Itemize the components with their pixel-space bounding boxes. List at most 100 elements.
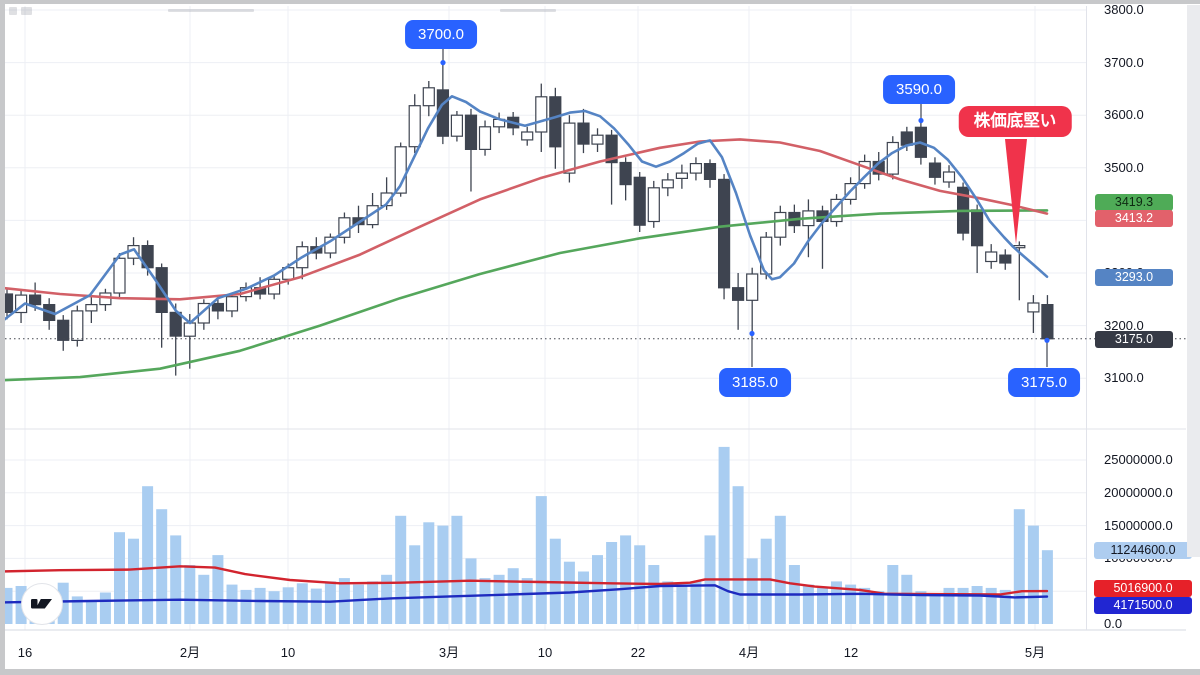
volume-bar[interactable] bbox=[985, 587, 997, 624]
volume-bar[interactable] bbox=[662, 581, 674, 624]
candle[interactable] bbox=[619, 157, 632, 201]
volume-bar[interactable] bbox=[1041, 550, 1053, 624]
volume-bar[interactable] bbox=[929, 594, 941, 625]
volume-bar[interactable] bbox=[310, 588, 322, 624]
candle[interactable] bbox=[197, 299, 210, 330]
volume-bar[interactable] bbox=[676, 584, 688, 624]
candle[interactable] bbox=[647, 180, 660, 228]
volume-bar[interactable] bbox=[746, 558, 758, 624]
volume-bar[interactable] bbox=[732, 486, 744, 624]
volume-bar[interactable] bbox=[57, 582, 69, 624]
candle[interactable] bbox=[746, 267, 759, 334]
volume-bar[interactable] bbox=[999, 589, 1011, 624]
candle[interactable] bbox=[970, 204, 984, 273]
volume-bar[interactable] bbox=[507, 568, 519, 624]
candle[interactable] bbox=[830, 194, 843, 227]
volume-bar[interactable] bbox=[493, 574, 505, 624]
volume-bar[interactable] bbox=[859, 587, 871, 624]
volume-bar[interactable] bbox=[578, 571, 589, 625]
volume-bar[interactable] bbox=[395, 515, 407, 624]
volume-bar[interactable] bbox=[774, 515, 786, 624]
volume-bar[interactable] bbox=[409, 545, 421, 624]
volume-bar[interactable] bbox=[296, 583, 308, 624]
candle[interactable] bbox=[549, 87, 562, 169]
volume-bar[interactable] bbox=[873, 591, 885, 624]
candle[interactable] bbox=[942, 165, 956, 188]
candle[interactable] bbox=[985, 244, 998, 269]
candle[interactable] bbox=[535, 83, 548, 152]
volume-bar[interactable] bbox=[648, 565, 660, 624]
candle[interactable] bbox=[1041, 295, 1054, 341]
candle[interactable] bbox=[661, 173, 674, 197]
candle[interactable] bbox=[675, 164, 689, 189]
candle[interactable] bbox=[408, 94, 421, 154]
candle[interactable] bbox=[1027, 295, 1040, 333]
tradingview-logo[interactable] bbox=[21, 583, 63, 625]
volume-bar[interactable] bbox=[353, 584, 364, 624]
volume-bar[interactable] bbox=[971, 586, 983, 624]
volume-bar[interactable] bbox=[1, 587, 13, 624]
volume-bar[interactable] bbox=[465, 558, 477, 624]
candle[interactable] bbox=[113, 253, 126, 299]
volume-bar[interactable] bbox=[845, 584, 857, 624]
volume-bar[interactable] bbox=[212, 555, 224, 624]
volume-bar[interactable] bbox=[423, 522, 435, 624]
volume-bar[interactable] bbox=[282, 587, 294, 624]
candle[interactable] bbox=[731, 273, 745, 330]
volume-bar[interactable] bbox=[817, 587, 828, 624]
candle[interactable] bbox=[717, 174, 731, 300]
volume-bar[interactable] bbox=[254, 587, 266, 624]
candle[interactable] bbox=[268, 275, 281, 300]
volume-bar[interactable] bbox=[184, 565, 196, 624]
volume-bar[interactable] bbox=[901, 574, 913, 624]
volume-bar[interactable] bbox=[85, 600, 97, 624]
candle[interactable] bbox=[422, 81, 435, 117]
candle[interactable] bbox=[689, 157, 703, 181]
candle[interactable] bbox=[85, 295, 98, 323]
volume-bar[interactable] bbox=[760, 538, 772, 624]
candle[interactable] bbox=[521, 126, 534, 146]
volume-bar[interactable] bbox=[367, 581, 379, 624]
volume-bar[interactable] bbox=[802, 584, 814, 624]
volume-bar[interactable] bbox=[268, 591, 280, 624]
volume-bar[interactable] bbox=[943, 587, 955, 624]
candle[interactable] bbox=[394, 142, 407, 197]
volume-bar[interactable] bbox=[114, 532, 125, 624]
volume-bar[interactable] bbox=[142, 486, 154, 624]
volume-bar[interactable] bbox=[957, 587, 969, 624]
candle[interactable] bbox=[886, 136, 899, 180]
volume-bar[interactable] bbox=[521, 578, 533, 624]
candle[interactable] bbox=[211, 298, 224, 320]
volume-bar[interactable] bbox=[535, 496, 547, 624]
volume-bar[interactable] bbox=[71, 596, 83, 624]
candle[interactable] bbox=[57, 315, 70, 351]
volume-bar[interactable] bbox=[620, 535, 632, 624]
candle[interactable] bbox=[155, 263, 168, 348]
candle[interactable] bbox=[703, 159, 717, 188]
candle[interactable] bbox=[591, 128, 604, 152]
candle[interactable] bbox=[816, 205, 829, 269]
candle[interactable] bbox=[225, 293, 239, 318]
volume-bar[interactable] bbox=[479, 578, 491, 624]
volume-bar[interactable] bbox=[915, 591, 927, 624]
candle[interactable] bbox=[577, 108, 590, 154]
candle[interactable] bbox=[605, 129, 618, 205]
candle[interactable] bbox=[633, 172, 646, 232]
candle[interactable] bbox=[366, 193, 379, 229]
volume-bar[interactable] bbox=[831, 581, 842, 624]
candle[interactable] bbox=[928, 157, 942, 185]
volume-bar[interactable] bbox=[99, 592, 111, 625]
volume-bar[interactable] bbox=[1013, 509, 1025, 624]
candle[interactable] bbox=[169, 303, 182, 376]
scrollbar-track[interactable] bbox=[1187, 5, 1200, 557]
volume-bar[interactable] bbox=[226, 584, 238, 624]
volume-bar[interactable] bbox=[451, 515, 463, 624]
candle[interactable] bbox=[478, 120, 492, 156]
volume-bar[interactable] bbox=[240, 589, 252, 624]
volume-bar[interactable] bbox=[718, 446, 730, 624]
candle[interactable] bbox=[774, 205, 787, 246]
volume-bar[interactable] bbox=[437, 525, 449, 624]
candle[interactable] bbox=[999, 249, 1012, 270]
